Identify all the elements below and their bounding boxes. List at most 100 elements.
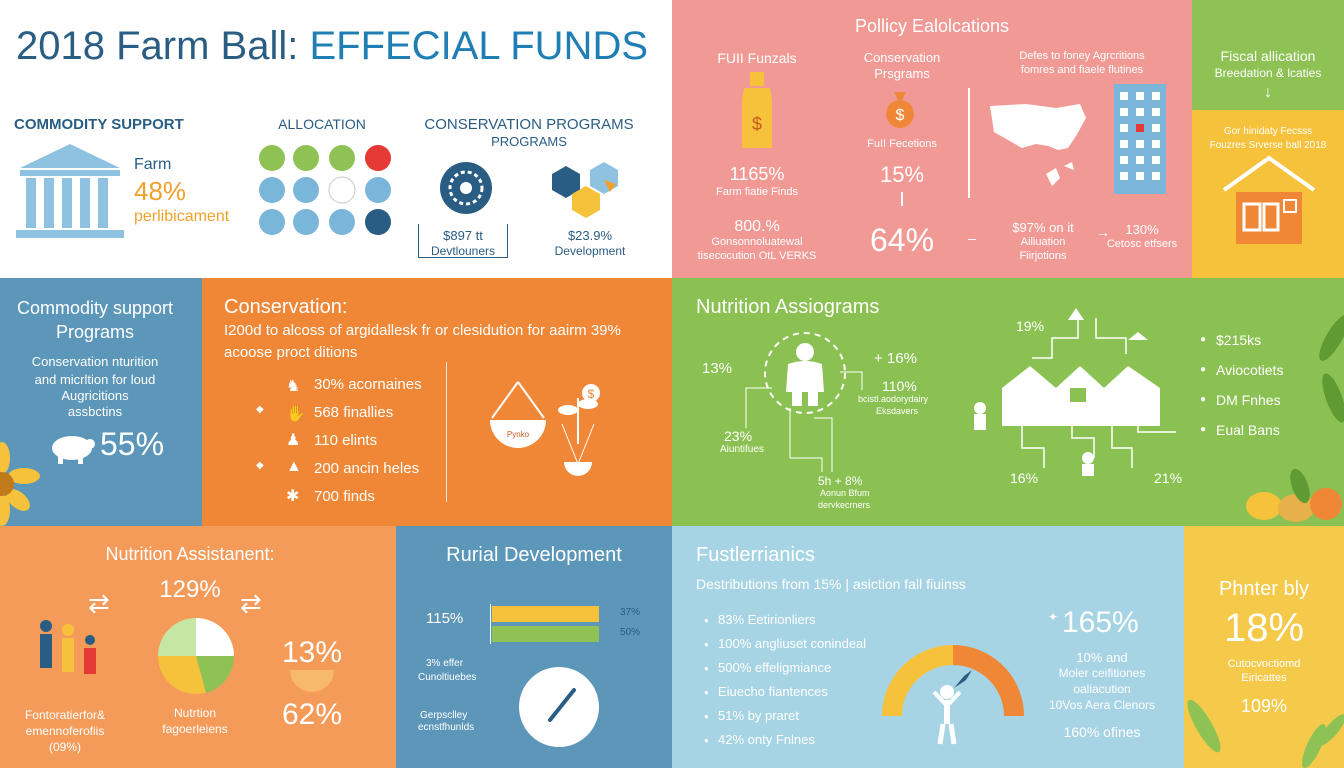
phnter-sub-2: Eiricattes — [1241, 672, 1287, 684]
svg-text:$: $ — [588, 387, 595, 401]
rocket-icon — [954, 670, 972, 688]
fust-item-5: 51% by praret — [718, 708, 799, 723]
policy-col1-pct2: 800.% — [734, 218, 780, 235]
bullet-dot-icon: ● — [1200, 424, 1207, 435]
fust-item-3: 500% effeligmiance — [718, 660, 832, 675]
conservation-desc-1: I200d to alcoss of argidallesk fr or cle… — [224, 322, 621, 339]
nutri-pct-f: 19% — [1016, 318, 1045, 334]
phnter-panel: Phnter bly 18% Cutocvoctiomd Eiricattes … — [1184, 526, 1344, 768]
nutri-pct-g: 16% — [1010, 470, 1039, 486]
policy-col2-subtitle: Prsgrams — [874, 66, 930, 81]
network-nodes-icon — [552, 162, 618, 218]
conservation-panel: Conservation: I200d to alcoss of argidal… — [202, 278, 672, 526]
nutri-list-item-4: Eual Bans — [1216, 422, 1280, 438]
policy-col1-pct: 1165% — [729, 164, 785, 184]
phnter-sub-1: Cutocvoctiomd — [1227, 658, 1301, 670]
commodity-desc-3: Augricitions — [61, 388, 129, 403]
pie-chart-icon — [158, 618, 235, 694]
allocation-dots-grid — [259, 145, 391, 235]
rural-left-3: Gerpsclley — [420, 710, 468, 721]
bullet-dot-icon: ● — [704, 736, 709, 745]
pig-icon — [52, 436, 95, 464]
down-arrow-icon: ↓ — [1264, 84, 1272, 101]
person-raising-icon — [932, 685, 962, 745]
title-panel: 2018 Farm Ball: EFFECIAL FUNDS COMMODITY… — [0, 0, 672, 278]
bullet-dot-icon: ● — [1200, 364, 1207, 375]
person-figure-icon — [764, 332, 846, 414]
fust-item-1: 83% Eetirionliers — [718, 612, 816, 627]
nutrition-assiograms-panel: Nutrition Assiograms 13% + 16% 110% bcis… — [672, 278, 1344, 526]
conservation-item-5: 700 finds — [314, 488, 375, 505]
fust-right-3: oaliacution — [1073, 682, 1131, 696]
dollar-coin-icon: $ — [582, 384, 600, 402]
commodity-support-heading: COMMODITY SUPPORT — [14, 116, 184, 133]
semicircle-gauge — [882, 645, 1024, 717]
nutri-pct-d-sub: Aiuntifues — [720, 444, 764, 455]
nutrition-assistanent-panel: Nutrition Assistanent: ⇄ 129% ⇄ 13% 62% … — [0, 526, 396, 768]
commodity-desc-4: assbctins — [67, 404, 123, 419]
rural-left-2: Cunoltiuebes — [418, 672, 477, 683]
funding-box-2-label: Development — [554, 244, 626, 258]
family-icon — [40, 620, 96, 674]
conservation-item-2: 568 finallies — [314, 404, 394, 421]
funding-box-1-label: Devtlouners — [430, 244, 496, 258]
bullet-dot-icon: ● — [1200, 394, 1207, 405]
policy-col1-pct-sub: Farm fiatie Finds — [716, 186, 798, 198]
mound-icon: ▲ — [286, 458, 302, 475]
fust-item-6: 42% onty Fnlnes — [718, 732, 815, 747]
house-panel: Gor hinidaty Fecsss Fouzres Srverse ball… — [1192, 110, 1344, 278]
fustlerrianics-panel: Fustlerrianics Destributions from 15% | … — [672, 526, 1184, 768]
bottle-dollar-icon: $ — [742, 72, 772, 148]
nutri-pct-c-sub2: Eksdavers — [876, 406, 919, 416]
page-title-main: 2018 Farm Ball: — [16, 24, 299, 68]
policy-col1-pct2-sub2: tisecocution OtL VERKS — [697, 250, 817, 262]
policy-col2-big-pct: 64% — [869, 222, 935, 258]
fust-right-2: Moler ceifitiones — [1058, 666, 1146, 680]
policy-col2-sub: FuII Fecetions — [867, 138, 937, 150]
rural-development-panel: Rurial Development 115% 37% 50% 3% effer… — [396, 526, 672, 768]
walker-icon: ♟ — [286, 432, 301, 449]
bullet-diamond-icon: ◆ — [256, 460, 264, 471]
fust-right-4: 10Vos Aera Clenors — [1048, 698, 1156, 712]
bullet-dot-icon: ● — [1200, 334, 1207, 345]
funding-box-1 — [418, 224, 508, 258]
rural-left-4: ecnstfhunlds — [418, 722, 475, 733]
globe-icon — [440, 162, 492, 214]
fust-item-4: Eiuecho fiantences — [718, 684, 828, 699]
plant-leaves-icon — [1187, 699, 1344, 768]
village-diagram — [974, 308, 1176, 476]
rural-left-1: 3% effer — [426, 658, 464, 669]
sparkle-icon: ✦ — [1048, 610, 1059, 624]
commodity-subheading: Programs — [55, 322, 135, 342]
nutri-pct-c: 110% — [882, 378, 917, 394]
nutri-assist-left-1: Fontoratierfor& — [24, 708, 106, 722]
nutri-assist-mid-2: fagoerleiens — [162, 722, 228, 736]
half-circle-icon — [290, 670, 334, 692]
policy-arrow-left: – — [968, 230, 976, 246]
policy-arrow-right: → — [1096, 224, 1110, 240]
page-title-accent: EFFECIAL FUNDS — [298, 24, 649, 68]
policy-col2-title: Conservation — [863, 50, 941, 65]
svg-text:$: $ — [752, 114, 762, 134]
conservation-item-3: 110 elints — [314, 432, 378, 449]
nutri-pct-e: 5h + 8% — [818, 474, 863, 488]
building-grid-icon — [1114, 84, 1166, 194]
basket-label: Pynko — [506, 430, 530, 439]
nutri-pct-h: 21% — [1154, 470, 1183, 486]
policy-col1-pct2-sub1: Gonsonnoluatewal — [711, 236, 803, 248]
nutri-assist-pct-top: 129% — [159, 576, 221, 603]
allocation-heading: ALLOCATION — [278, 116, 366, 132]
nutri-assist-mid-1: Nutrtion — [173, 706, 217, 720]
policy-col2-pct: 15% — [879, 162, 925, 187]
fiscal-allocation-panel: Fiscal allication Breedation & lcaties ↓ — [1192, 0, 1344, 110]
hand-icon: ✋ — [286, 406, 306, 423]
usa-map-icon — [990, 104, 1086, 186]
conservation-item-4: 200 ancin heles — [314, 460, 420, 477]
policy-allocations-panel: Pollicy Ealolcations FUII Funzals $ 1165… — [672, 0, 1192, 278]
leaves-icon — [1319, 315, 1344, 423]
nutri-assist-left-2: emennoferofiis — [25, 724, 105, 738]
page-title: 2018 Farm Ball: EFFECIAL FUNDS — [16, 24, 648, 69]
commodity-desc-1: Conservation nturition — [31, 354, 159, 369]
rural-bar-1 — [492, 606, 599, 622]
policy-col3-pct: $97% on it — [1012, 220, 1074, 235]
